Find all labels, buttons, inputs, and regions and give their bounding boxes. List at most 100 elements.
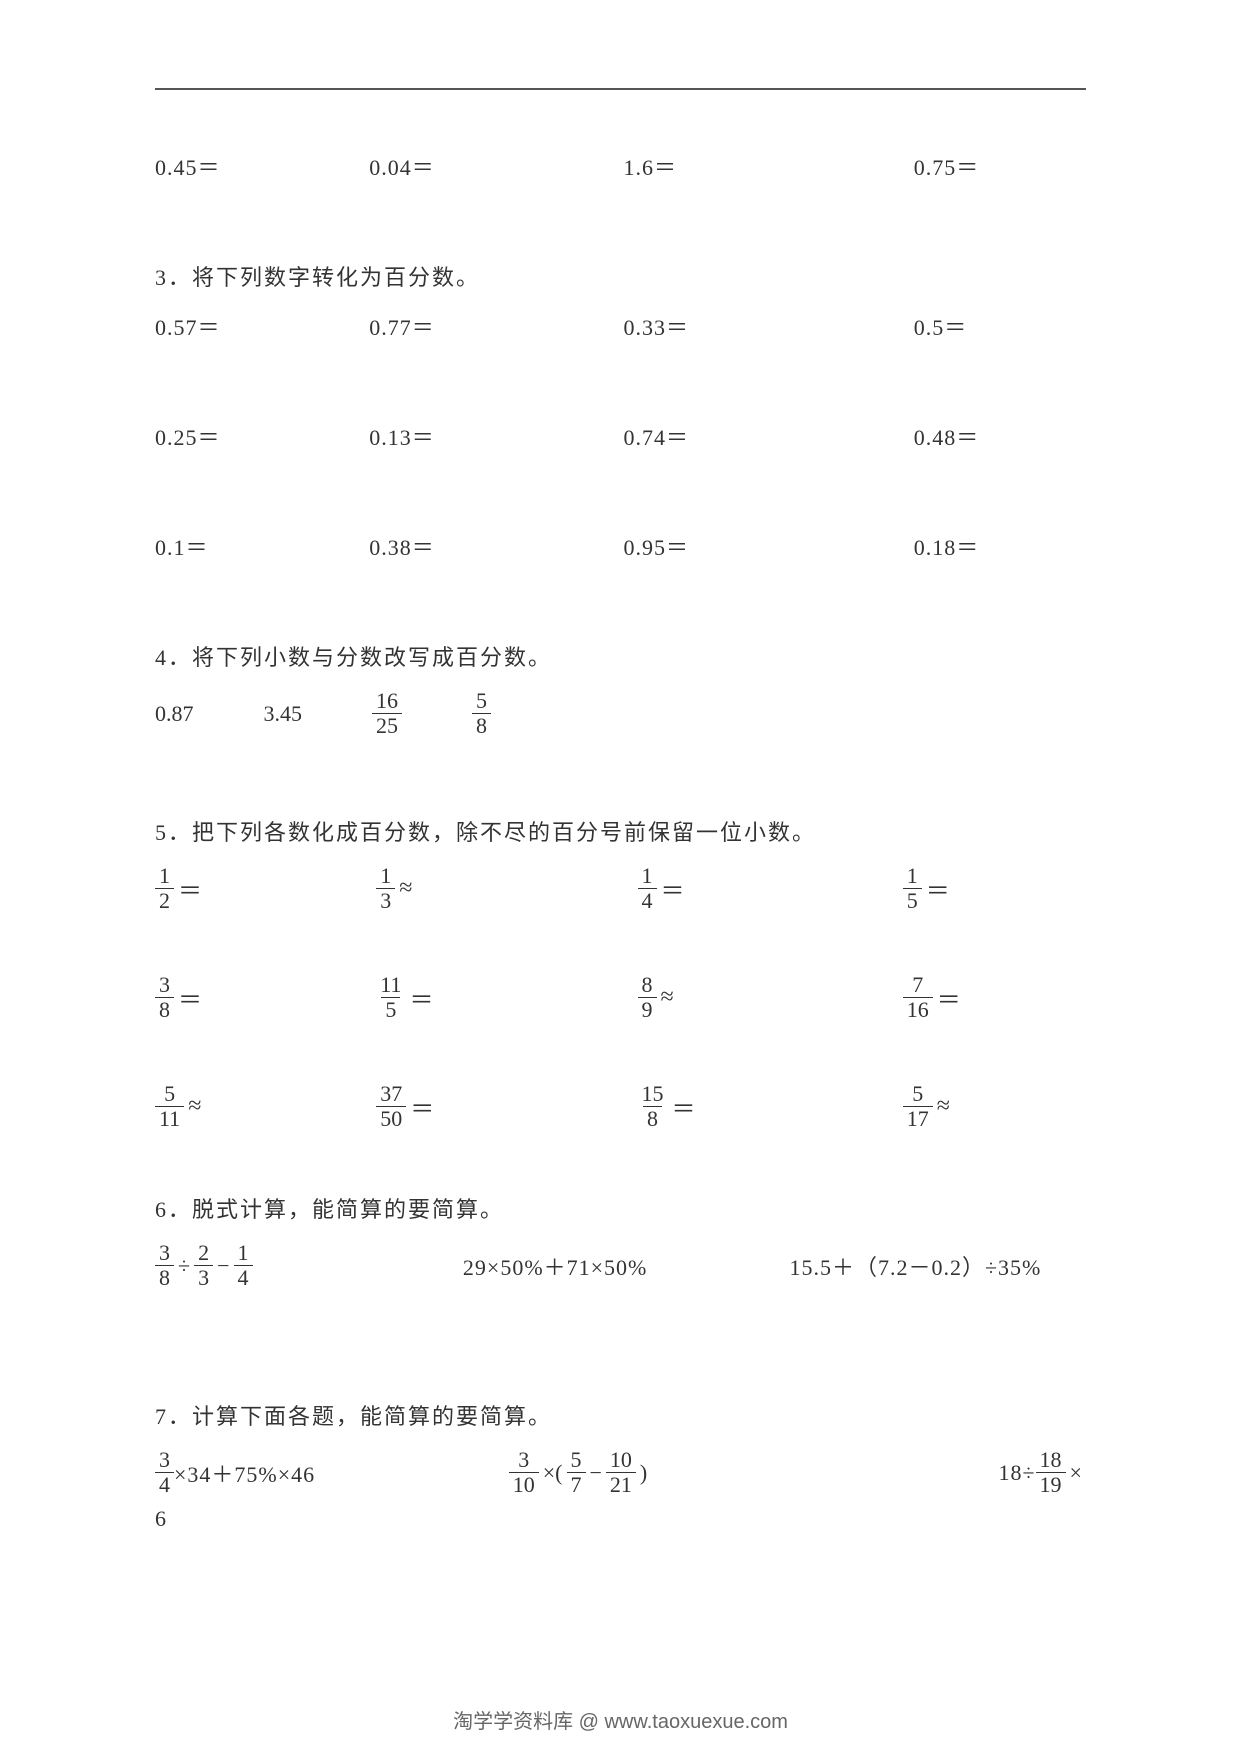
q6-c: 15.5＋（7.2－0.2）÷35%	[779, 1250, 1106, 1282]
cell: 0.75＝	[796, 150, 1086, 182]
equals: ＝	[661, 871, 685, 906]
cell: 12 ＝	[155, 865, 338, 912]
q5-heading: 5．把下列各数化成百分数，除不尽的百分号前保留一位小数。	[155, 815, 1086, 847]
q3-row3: 0.1＝ 0.38＝ 0.95＝ 0.18＝	[155, 530, 1086, 562]
content-area: 0.45＝ 0.04＝ 1.6＝ 0.75＝ 3．将下列数字转化为百分数。 0.…	[155, 150, 1086, 1532]
cell: 14 ＝	[560, 865, 821, 912]
cell: 0.95＝	[542, 530, 796, 562]
numerator: 37	[376, 1083, 406, 1106]
cell: 0.25＝	[155, 420, 327, 452]
q5-row1: 12 ＝ 13 ≈ 14 ＝ 15 ＝	[155, 865, 1086, 912]
numerator: 1	[234, 1242, 253, 1265]
fraction: 23	[194, 1242, 213, 1289]
denominator: 11	[155, 1106, 184, 1130]
fraction: 15	[903, 865, 922, 912]
numerator: 5	[160, 1083, 179, 1106]
equals: ＝	[178, 980, 202, 1015]
cell: 0.74＝	[542, 420, 796, 452]
q4-c-fraction: 16 25	[372, 690, 402, 737]
denominator: 25	[372, 713, 402, 737]
q3-row2: 0.25＝ 0.13＝ 0.74＝ 0.48＝	[155, 420, 1086, 452]
denominator: 3	[194, 1265, 213, 1289]
cell: 1.6＝	[542, 150, 796, 182]
fraction: 3750	[376, 1083, 406, 1130]
q7-heading: 7．计算下面各题，能简算的要简算。	[155, 1399, 1086, 1431]
denominator: 50	[376, 1106, 406, 1130]
numerator: 1	[376, 865, 395, 888]
cell: 0.33＝	[542, 310, 796, 342]
cell: 511 ≈	[155, 1083, 338, 1130]
cell: 158 ＝	[560, 1083, 821, 1130]
cell: 38 ＝	[155, 974, 338, 1021]
numerator: 1	[903, 865, 922, 888]
fraction: 716	[903, 974, 933, 1021]
fraction: 89	[638, 974, 657, 1021]
fraction: 310	[509, 1449, 539, 1496]
denominator: 4	[234, 1265, 253, 1289]
denominator: 3	[376, 888, 395, 912]
fraction: 115	[376, 974, 405, 1021]
page-number: 6	[155, 1506, 1086, 1532]
denominator: 17	[903, 1106, 933, 1130]
denominator: 21	[606, 1472, 636, 1496]
cell: 517 ≈	[821, 1083, 1086, 1130]
q7-a-tail: ×34＋75%×46	[174, 1457, 315, 1489]
q7-a: 34 ×34＋75%×46	[155, 1449, 509, 1496]
denominator: 4	[155, 1472, 174, 1496]
cell: 89 ≈	[560, 974, 821, 1021]
q4-b: 3.45	[264, 701, 303, 727]
fraction: 517	[903, 1083, 933, 1130]
equals: ＝	[672, 1089, 696, 1124]
numerator: 3	[155, 1242, 174, 1265]
times-paren: ×(	[539, 1460, 567, 1486]
numerator: 8	[638, 974, 657, 997]
cell: 0.5＝	[796, 310, 1086, 342]
cell: 115 ＝	[338, 974, 559, 1021]
q6-a: 38 ÷ 23 − 14	[155, 1242, 453, 1289]
fraction: 13	[376, 865, 395, 912]
denominator: 8	[155, 1265, 174, 1289]
equals: ＝	[937, 980, 961, 1015]
q3-row1: 0.57＝ 0.77＝ 0.33＝ 0.5＝	[155, 310, 1086, 342]
cell: 15 ＝	[821, 865, 1086, 912]
denominator: 8	[155, 997, 174, 1021]
cell: 716 ＝	[821, 974, 1086, 1021]
fraction: 14	[234, 1242, 253, 1289]
numerator: 11	[376, 974, 405, 997]
cell: 0.77＝	[327, 310, 541, 342]
cell: 0.57＝	[155, 310, 327, 342]
cell: 3750 ＝	[338, 1083, 559, 1130]
fraction: 34	[155, 1449, 174, 1496]
numerator: 10	[606, 1449, 636, 1472]
numerator: 5	[908, 1083, 927, 1106]
denominator: 16	[903, 997, 933, 1021]
divide-op: ÷	[174, 1253, 194, 1279]
cell: 0.1＝	[155, 530, 327, 562]
cell: 0.18＝	[796, 530, 1086, 562]
fraction: 12	[155, 865, 174, 912]
denominator: 9	[638, 997, 657, 1021]
q5-row2: 38 ＝ 115 ＝ 89 ≈ 716 ＝	[155, 974, 1086, 1021]
equals: ＝	[178, 871, 202, 906]
numerator: 1	[638, 865, 657, 888]
q7-c-lead: 18÷	[998, 1460, 1035, 1486]
q5-row3: 511 ≈ 3750 ＝ 158 ＝ 517 ≈	[155, 1083, 1086, 1130]
denominator: 10	[509, 1472, 539, 1496]
numerator: 1	[155, 865, 174, 888]
fraction: 14	[638, 865, 657, 912]
cell: 0.04＝	[327, 150, 541, 182]
cell: 13 ≈	[338, 865, 559, 912]
fraction: 1819	[1036, 1449, 1066, 1496]
q7-c: 18÷ 1819 ×	[863, 1449, 1086, 1496]
numerator: 7	[908, 974, 927, 997]
q4-items: 0.87 3.45 16 25 5 8	[155, 690, 1086, 737]
numerator: 3	[155, 974, 174, 997]
approx: ≈	[661, 984, 674, 1011]
footer-text: 淘学学资料库 @ www.taoxuexue.com	[0, 1705, 1241, 1734]
cell: 0.13＝	[327, 420, 541, 452]
q4-a: 0.87	[155, 701, 194, 727]
fraction: 1021	[606, 1449, 636, 1496]
equals: ＝	[926, 871, 950, 906]
page: 0.45＝ 0.04＝ 1.6＝ 0.75＝ 3．将下列数字转化为百分数。 0.…	[0, 0, 1241, 1754]
fraction: 38	[155, 1242, 174, 1289]
